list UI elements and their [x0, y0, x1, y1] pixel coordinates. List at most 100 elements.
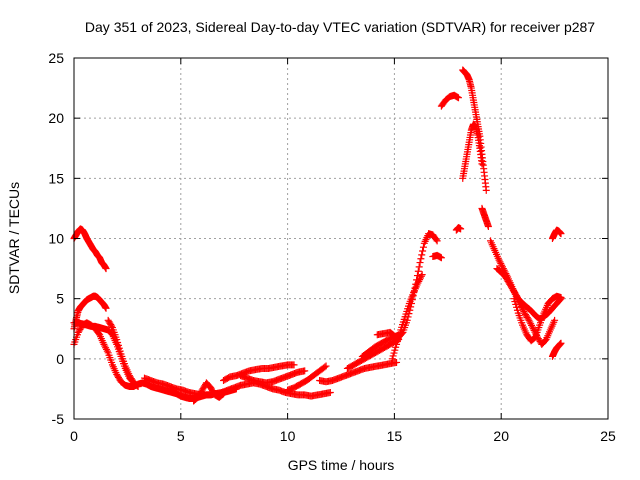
y-tick-label: -5	[52, 411, 65, 427]
data-point	[495, 256, 503, 264]
data-point	[414, 279, 422, 287]
data-point	[419, 247, 427, 255]
data-point	[218, 391, 226, 399]
y-tick-label: 20	[48, 110, 64, 126]
data-point	[419, 243, 427, 251]
data-points	[70, 66, 565, 405]
series-arc-X	[510, 292, 565, 345]
series-arc-Z	[548, 339, 565, 360]
data-point	[290, 361, 298, 369]
axis-ticks: 0 5 10 15 20 25 -5 0 5 10 15 20 25	[48, 50, 616, 444]
data-point	[108, 322, 116, 330]
data-point	[478, 160, 486, 168]
series-arc-U	[478, 204, 492, 230]
data-point	[415, 263, 423, 271]
series-arc-I	[237, 367, 309, 387]
series-arc-K	[316, 358, 401, 386]
data-point	[301, 367, 309, 375]
data-point	[418, 271, 426, 279]
data-point	[557, 230, 565, 238]
data-point	[322, 362, 330, 370]
data-point	[416, 274, 424, 282]
series-arc-S	[459, 66, 490, 194]
series-arc-J	[284, 362, 330, 394]
series-arc-N	[373, 230, 441, 341]
series-arc-E	[104, 316, 138, 387]
data-point	[101, 342, 109, 350]
series-arc-Y	[548, 226, 565, 242]
data-point	[219, 390, 227, 398]
y-tick-label: 25	[48, 50, 64, 66]
x-tick-label: 15	[387, 428, 403, 444]
y-tick-label: 15	[48, 170, 64, 186]
series-arc-T	[459, 120, 486, 182]
data-point	[437, 254, 445, 262]
data-point	[531, 334, 539, 342]
grid-lines	[74, 58, 608, 419]
data-point	[520, 307, 528, 315]
series-arc-R	[452, 224, 465, 234]
data-point	[527, 320, 535, 328]
data-point	[416, 276, 424, 284]
data-point	[100, 340, 108, 348]
data-point	[393, 358, 401, 366]
data-point	[102, 265, 110, 273]
series-arc-H	[220, 361, 298, 384]
data-point	[102, 344, 110, 352]
data-point	[326, 389, 334, 397]
data-point	[103, 347, 111, 355]
series-arc-G	[190, 379, 228, 405]
data-point	[557, 293, 565, 301]
data-point	[95, 330, 103, 338]
data-point	[530, 335, 538, 343]
x-axis-label: GPS time / hours	[288, 457, 395, 473]
data-point	[129, 377, 137, 385]
data-point	[482, 186, 490, 194]
data-point	[102, 345, 110, 353]
data-point	[457, 225, 465, 233]
y-axis-label: SDTVAR / TECUs	[6, 182, 22, 294]
data-point	[557, 339, 565, 347]
y-tick-label: 0	[56, 351, 64, 367]
data-point	[220, 390, 228, 398]
data-point	[529, 325, 537, 333]
data-point	[526, 318, 534, 326]
data-point	[528, 323, 536, 331]
y-tick-label: 10	[48, 231, 64, 247]
data-point	[321, 363, 329, 371]
x-tick-label: 5	[177, 428, 185, 444]
data-point	[134, 383, 142, 391]
series-arc-O	[388, 271, 426, 363]
series-arc-W	[493, 265, 565, 323]
data-point	[433, 237, 441, 245]
series-arc-Q	[437, 91, 462, 110]
data-point	[432, 236, 440, 244]
x-tick-label: 0	[70, 428, 78, 444]
data-point	[102, 304, 110, 312]
data-point	[498, 261, 506, 269]
data-point	[498, 263, 506, 271]
data-point	[497, 260, 505, 268]
x-tick-label: 10	[280, 428, 296, 444]
data-point	[403, 316, 411, 324]
data-point	[417, 255, 425, 263]
data-point	[528, 321, 536, 329]
series-arc-A	[70, 225, 110, 273]
data-point	[417, 272, 425, 280]
data-point	[416, 259, 424, 267]
data-point	[414, 267, 422, 275]
data-point	[418, 251, 426, 259]
data-point	[524, 315, 532, 323]
y-tick-label: 5	[56, 291, 64, 307]
data-point	[484, 222, 492, 230]
data-point	[415, 277, 423, 285]
data-point	[525, 316, 533, 324]
data-point	[130, 379, 138, 387]
x-tick-label: 25	[600, 428, 616, 444]
chart-title: Day 351 of 2023, Sidereal Day-to-day VTE…	[85, 19, 595, 35]
x-tick-label: 20	[493, 428, 509, 444]
series-arc-P	[429, 251, 445, 262]
data-point	[496, 258, 504, 266]
series-arc-B	[70, 292, 110, 333]
